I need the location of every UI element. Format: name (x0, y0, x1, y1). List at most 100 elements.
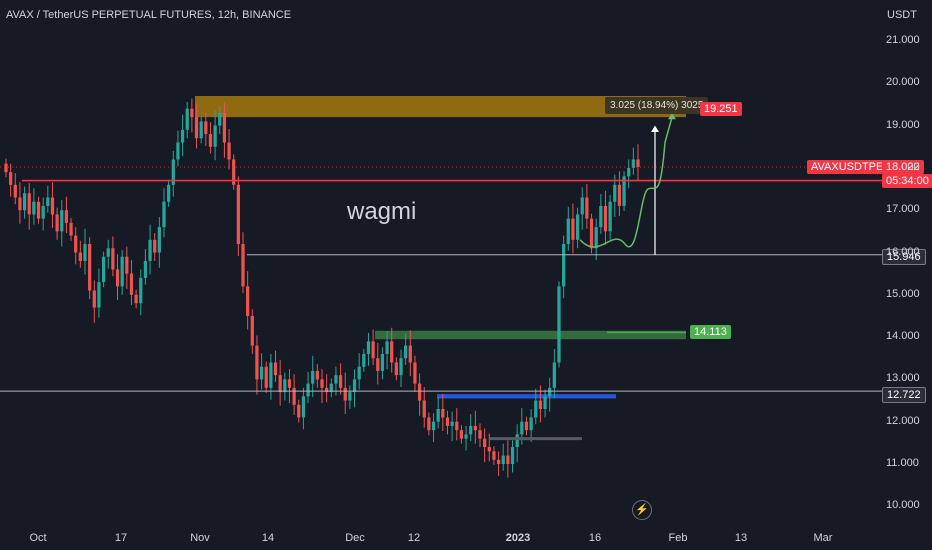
candle-body (269, 362, 273, 388)
time-tick: 2023 (505, 532, 531, 544)
time-tick: Mar (813, 532, 833, 544)
candle-body (431, 421, 436, 431)
candle-body (36, 201, 41, 219)
candle-body (575, 214, 580, 240)
candle-body (292, 387, 296, 405)
candle-body (278, 375, 282, 393)
price-tick: 18.000 (886, 160, 920, 173)
candle-body (148, 239, 152, 261)
candle-body (60, 210, 64, 232)
lightning-icon[interactable]: ⚡ (632, 500, 652, 520)
candle-body (74, 235, 78, 253)
blue-zone (437, 394, 616, 399)
candle-body (506, 455, 510, 464)
candle-body (631, 159, 635, 168)
candle-body (613, 184, 617, 202)
projection-curve (579, 116, 673, 248)
candle-body (167, 184, 171, 202)
candle-body (306, 383, 310, 397)
measure-label[interactable]: 3.025 (18.94%) 3025 (605, 97, 709, 114)
candle-body (153, 239, 157, 253)
candle-body (13, 184, 17, 198)
time-tick: Feb (668, 532, 688, 544)
candle-body (445, 417, 450, 426)
candle-body (199, 121, 203, 139)
candle-body (320, 379, 324, 388)
candle-body (548, 387, 552, 397)
level-15946-tag: 15.946 (882, 249, 926, 265)
candle-body (478, 430, 482, 439)
candle-body (510, 447, 515, 464)
candle-body (455, 421, 459, 431)
candle-body (208, 134, 213, 147)
candle-body (603, 205, 608, 232)
time-tick: 16 (588, 532, 602, 544)
candle-body (171, 159, 175, 185)
candle-body (589, 218, 594, 249)
price-tick: 12.000 (886, 414, 920, 427)
candle-body (627, 167, 631, 177)
candle-body (580, 197, 584, 215)
candle-body (120, 256, 124, 287)
price-tick: 17.000 (886, 203, 920, 216)
candle-body (357, 366, 361, 380)
overlay-layer (0, 112, 882, 441)
candle-body (232, 159, 236, 185)
price-tick: 21.000 (886, 34, 920, 46)
candle-body (27, 193, 31, 215)
candle-body (562, 244, 566, 287)
candle-body (92, 290, 96, 308)
candle-body (204, 121, 208, 135)
candle-body (394, 362, 398, 376)
candle-body (297, 404, 301, 418)
candle-body (571, 218, 575, 240)
candle-body (218, 112, 222, 126)
candle-body (41, 205, 45, 219)
candle-body (362, 354, 366, 367)
candle-body (399, 358, 403, 376)
candle-body (246, 286, 250, 316)
candle-body (259, 366, 264, 380)
candle-body (492, 451, 496, 460)
candle-body (469, 425, 473, 435)
candle-body (139, 277, 143, 304)
candle-body (180, 129, 185, 143)
candle-body (88, 244, 92, 291)
candle-body (436, 409, 440, 422)
candle-body (315, 370, 319, 380)
green-zone (375, 330, 686, 340)
candle-body (115, 269, 120, 287)
candle-body (334, 375, 338, 384)
candle-body (329, 383, 333, 393)
candle-body (325, 387, 329, 393)
wagmi-text[interactable]: wagmi (347, 198, 417, 225)
candle-body (101, 256, 106, 283)
time-tick: 13 (734, 532, 748, 544)
candle-body (585, 197, 589, 219)
candle-body (557, 286, 561, 363)
candle-body (50, 197, 55, 215)
time-tick: 14 (261, 532, 275, 544)
candle-body (413, 362, 417, 384)
candle-body (129, 273, 134, 295)
candle-body (487, 447, 491, 452)
candle-body (250, 315, 254, 346)
countdown-tag: 05:34:00 (882, 174, 932, 188)
candle-body (55, 214, 59, 232)
candle-body (185, 108, 189, 130)
candle-body (338, 375, 343, 388)
candle-body (385, 341, 389, 355)
candle-body (496, 459, 501, 464)
time-tick: Nov (190, 532, 210, 544)
price-tick: 19.000 (886, 118, 920, 131)
candle-body (222, 112, 227, 143)
candle-body (194, 117, 199, 139)
price-tick: 20.000 (886, 76, 920, 89)
candle-body (459, 430, 464, 439)
candle-body (78, 252, 82, 261)
candle-body (599, 205, 603, 228)
candle-body (111, 248, 115, 270)
candle-body (450, 421, 454, 426)
candle-body (255, 345, 259, 380)
